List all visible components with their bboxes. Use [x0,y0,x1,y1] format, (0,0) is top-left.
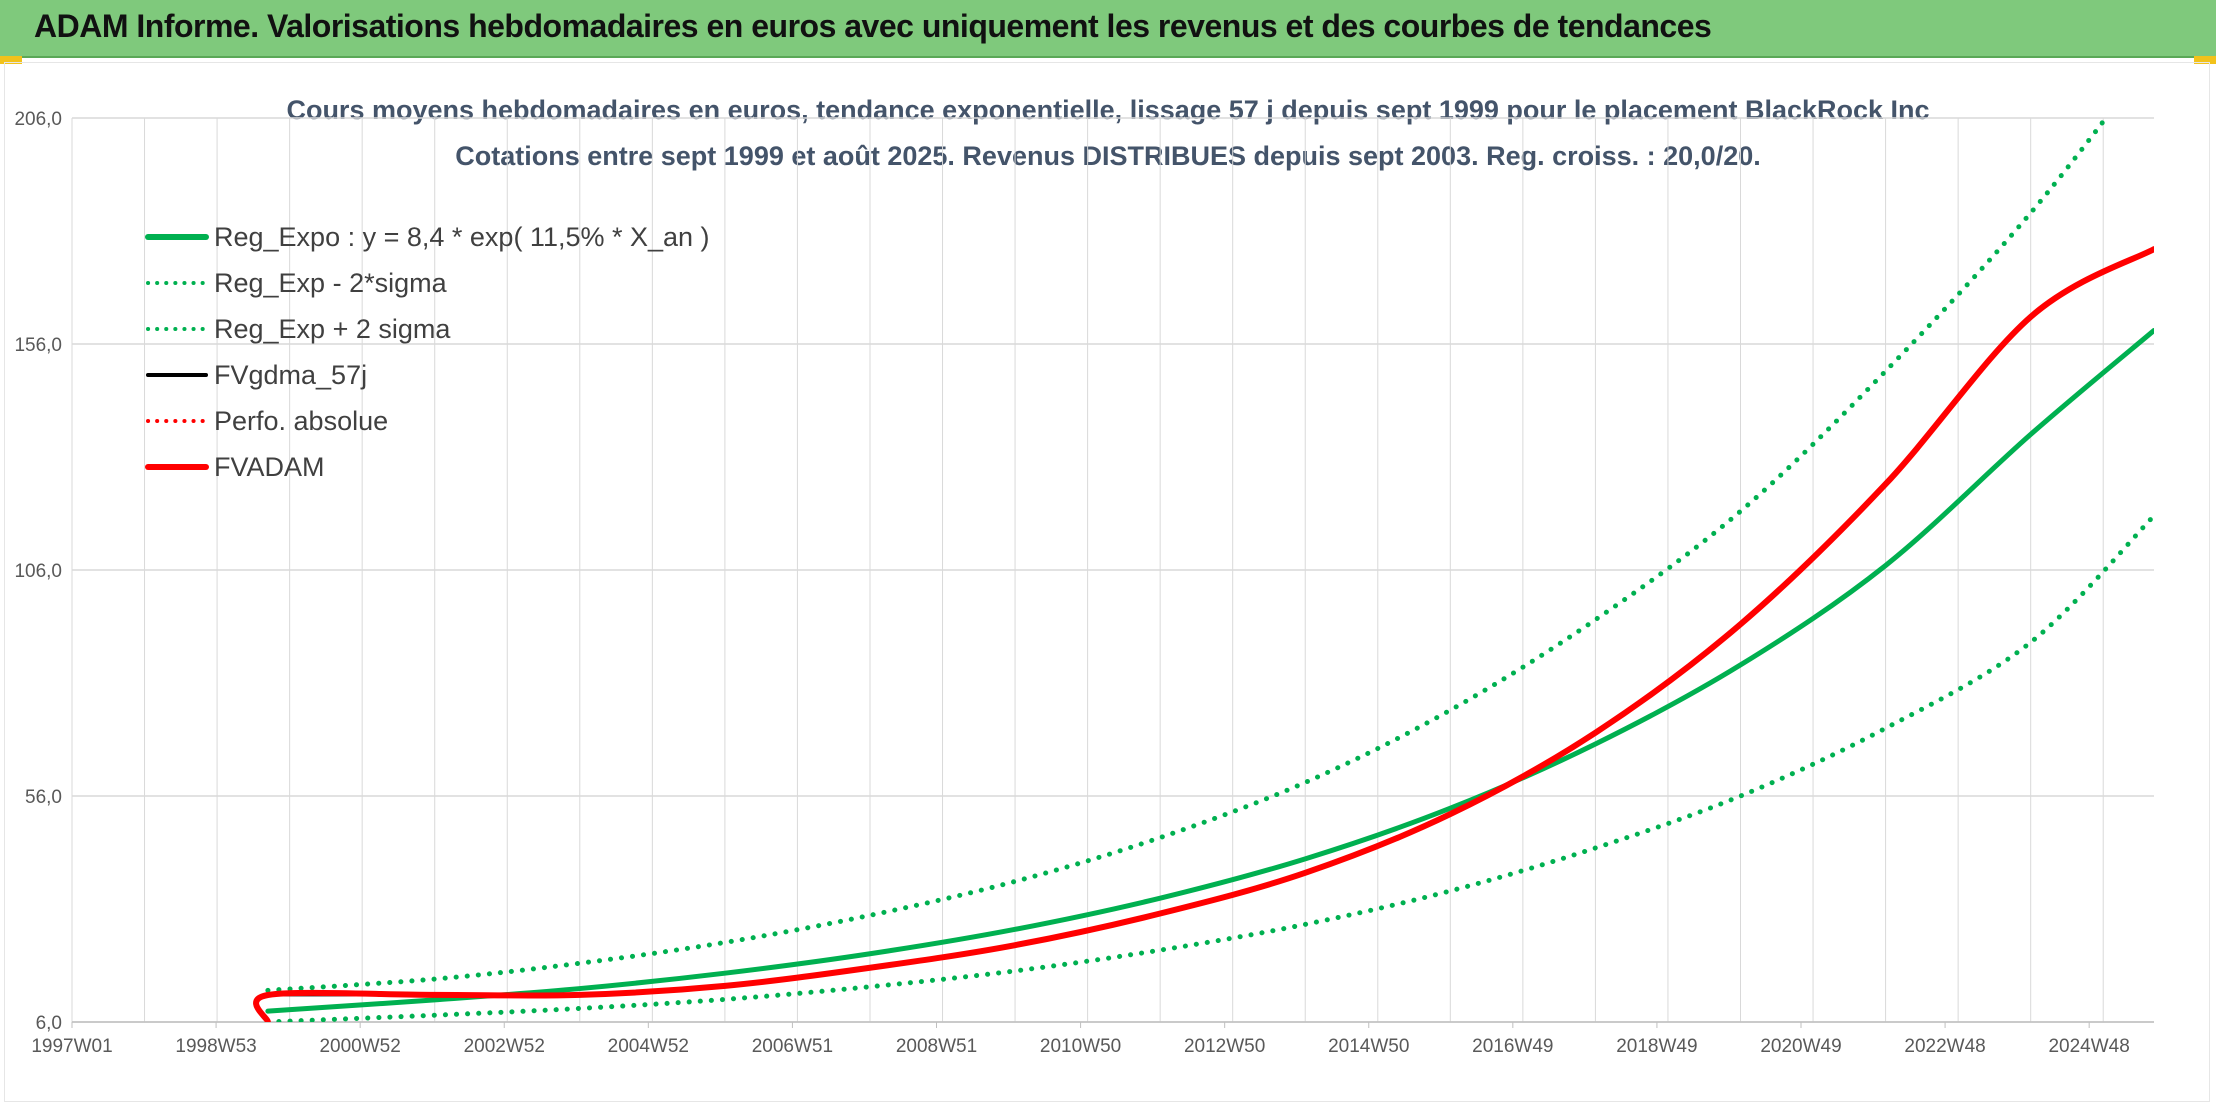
x-tick-label: 2012W50 [1184,1036,1265,1057]
legend-label: Reg_Exp + 2 sigma [214,314,451,344]
chart-subtitle: Cotations entre sept 1999 et août 2025. … [455,141,1760,171]
x-tick-label: 2020W49 [1760,1036,1841,1057]
x-tick-label: 2018W49 [1616,1036,1697,1057]
axis-labels: 6,0 56,0 106,0 156,0 206,0 1997W01 1998W53 2000… [14,109,2154,1057]
series-line-4 [253,246,2154,1022]
x-tick-label: 2008W51 [896,1036,977,1057]
x-tick-label: 2006W51 [752,1036,833,1057]
x-tick-label: 2000W52 [319,1036,400,1057]
page-title: ADAM Informe. Valorisations hebdomadaire… [34,8,1712,44]
corner-marker-right [2194,56,2216,64]
y-tick-label: 156,0 [14,335,62,356]
y-tick-label: 6,0 [36,1013,62,1034]
series-line-0 [265,327,2154,1014]
legend-label: Reg_Exp - 2*sigma [214,268,448,298]
series-line-2 [265,118,2110,993]
series-lines [253,118,2154,1022]
y-tick-label: 206,0 [14,109,62,130]
legend-label: FVADAM [214,452,325,482]
legend-label: Perfo. absolue [214,406,388,436]
legend-label: FVgdma_57j [214,360,367,390]
series-line-1 [265,513,2154,1022]
x-tick-label: 2024W48 [2048,1036,2129,1057]
legend-label: Reg_Expo : y = 8,4 * exp( 11,5% * X_an ) [214,222,710,252]
x-tick-label: 2016W49 [1472,1036,1553,1057]
y-tick-label: 106,0 [14,561,62,582]
grid-lines [71,117,2154,1023]
x-tick-label: 1998W53 [175,1036,256,1057]
legend: Reg_Expo : y = 8,4 * exp( 11,5% * X_an )… [145,222,710,482]
x-tick-label: 2004W52 [608,1036,689,1057]
x-tick-label: 1997W01 [31,1036,112,1057]
chart-frame [4,62,2210,1102]
header-bar: ADAM Informe. Valorisations hebdomadaire… [0,0,2216,58]
x-tick-label: 2010W50 [1040,1036,1121,1057]
x-tick-label: 2014W50 [1328,1036,1409,1057]
corner-marker-left [0,56,22,64]
y-tick-label: 56,0 [25,787,62,808]
x-tick-label: 2002W52 [464,1036,545,1057]
chart-title: Cours moyens hebdomadaires en euros, ten… [286,95,1929,125]
x-tick-label: 2022W48 [1904,1036,1985,1057]
